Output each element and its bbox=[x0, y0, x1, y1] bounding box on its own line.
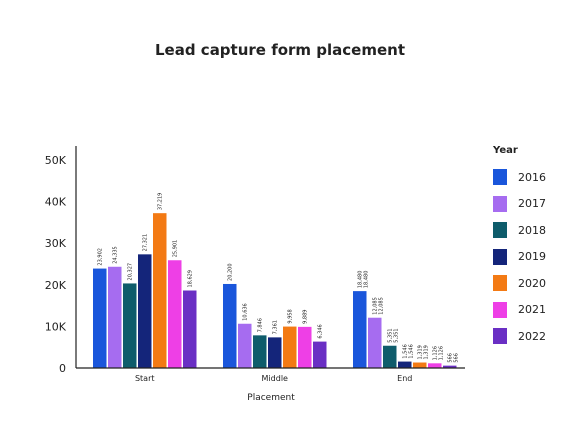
legend-label: 2019 bbox=[518, 250, 546, 264]
data-label-secondary: 1,546 bbox=[409, 344, 415, 358]
data-label: 24,335 bbox=[113, 246, 119, 264]
legend-label: 2017 bbox=[518, 197, 546, 211]
legend-label: 2020 bbox=[518, 276, 546, 290]
legend-label: 2022 bbox=[518, 329, 546, 343]
legend-swatch bbox=[493, 222, 507, 239]
data-label: 7,846 bbox=[258, 318, 264, 332]
data-label-secondary: 12,085 bbox=[379, 297, 385, 315]
data-label: 1,546 bbox=[403, 344, 409, 358]
bars: 23,902 24,335 20,327 27,321 37,219 25,901 18,6… bbox=[93, 193, 460, 368]
data-label: 7,361 bbox=[273, 320, 279, 334]
x-axis: Start Middle End bbox=[76, 367, 465, 383]
legend-swatch bbox=[493, 169, 507, 186]
bar-2019-end bbox=[398, 361, 412, 368]
legend-label: 2016 bbox=[518, 170, 546, 184]
bar-2021-start bbox=[168, 260, 182, 368]
legend-items: 2016 2017 2018 2019 2020 2021 2022 bbox=[493, 164, 568, 350]
bar-2018-end bbox=[383, 345, 397, 368]
data-label: 37,219 bbox=[158, 193, 164, 211]
data-label: 20,200 bbox=[228, 263, 234, 281]
bar-2022-end bbox=[443, 365, 457, 368]
bar-2020-middle bbox=[283, 326, 297, 368]
data-label: 6,346 bbox=[318, 324, 324, 338]
data-label: 18,629 bbox=[188, 270, 194, 288]
legend-item-2017: 2017 bbox=[493, 191, 568, 218]
legend-swatch bbox=[493, 248, 507, 265]
data-label: 12,085 bbox=[373, 297, 379, 315]
x-category-label: End bbox=[397, 374, 412, 383]
legend-swatch bbox=[493, 301, 507, 318]
bar-2019-middle bbox=[268, 337, 282, 368]
data-label-secondary: 5,351 bbox=[394, 328, 400, 342]
bar-2017-end bbox=[368, 317, 382, 368]
bar-2016-middle bbox=[223, 283, 237, 368]
data-label: 25,901 bbox=[173, 240, 179, 258]
y-tick-label: 30K bbox=[45, 237, 67, 250]
data-label: 5,351 bbox=[388, 328, 394, 342]
data-label: 566 bbox=[448, 353, 454, 363]
y-tick-label: 0 bbox=[59, 362, 66, 375]
data-label-secondary: 566 bbox=[454, 353, 460, 363]
legend-item-2021: 2021 bbox=[493, 297, 568, 324]
legend-swatch bbox=[493, 195, 507, 212]
y-tick-label: 50K bbox=[45, 154, 67, 167]
legend-item-2022: 2022 bbox=[493, 323, 568, 350]
legend-item-2019: 2019 bbox=[493, 244, 568, 271]
bar-2018-start bbox=[123, 283, 137, 368]
legend-title: Year bbox=[493, 145, 518, 156]
x-category-label: Middle bbox=[262, 374, 289, 383]
bar-2018-middle bbox=[253, 335, 267, 368]
bar-2021-middle bbox=[298, 326, 312, 368]
data-label: 23,902 bbox=[98, 248, 104, 266]
bar-2022-middle bbox=[313, 341, 327, 368]
bar-2016-start bbox=[93, 268, 107, 368]
bar-2020-end bbox=[413, 362, 427, 368]
legend-item-2018: 2018 bbox=[493, 217, 568, 244]
data-label: 1,126 bbox=[433, 346, 439, 360]
legend-label: 2018 bbox=[518, 223, 546, 237]
y-tick-label: 40K bbox=[45, 196, 67, 209]
data-label: 9,958 bbox=[288, 309, 294, 323]
bar-2019-start bbox=[138, 254, 152, 368]
data-label: 20,327 bbox=[128, 263, 134, 281]
bar-2020-start bbox=[153, 213, 167, 368]
legend-label: 2021 bbox=[518, 303, 546, 317]
bar-2021-end bbox=[428, 363, 442, 368]
data-label-secondary: 1,319 bbox=[424, 345, 430, 359]
y-tick-label: 10K bbox=[45, 320, 67, 333]
legend-swatch bbox=[493, 328, 507, 345]
data-label: 10,636 bbox=[243, 303, 249, 321]
data-label: 1,319 bbox=[418, 345, 424, 359]
chart-title: Lead capture form placement bbox=[154, 41, 405, 59]
x-category-label: Start bbox=[135, 374, 155, 383]
data-label: 9,889 bbox=[303, 310, 309, 324]
data-label: 27,321 bbox=[143, 234, 149, 252]
x-axis-label: Placement bbox=[247, 393, 295, 403]
data-label-secondary: 1,126 bbox=[439, 346, 445, 360]
legend: Year 2016 2017 2018 2019 2020 2021 2022 bbox=[493, 145, 568, 350]
bar-2016-end bbox=[353, 291, 367, 368]
data-label: 18,480 bbox=[358, 271, 364, 289]
bar-2017-middle bbox=[238, 323, 252, 368]
legend-item-2016: 2016 bbox=[493, 164, 568, 191]
bar-2022-start bbox=[183, 290, 197, 368]
legend-swatch bbox=[493, 275, 507, 292]
bar-2017-start bbox=[108, 266, 122, 368]
y-axis: 0 10K 20K 30K 40K 50K bbox=[45, 146, 77, 375]
y-tick-label: 20K bbox=[45, 279, 67, 292]
data-label-secondary: 18,480 bbox=[364, 271, 370, 289]
legend-item-2020: 2020 bbox=[493, 270, 568, 297]
